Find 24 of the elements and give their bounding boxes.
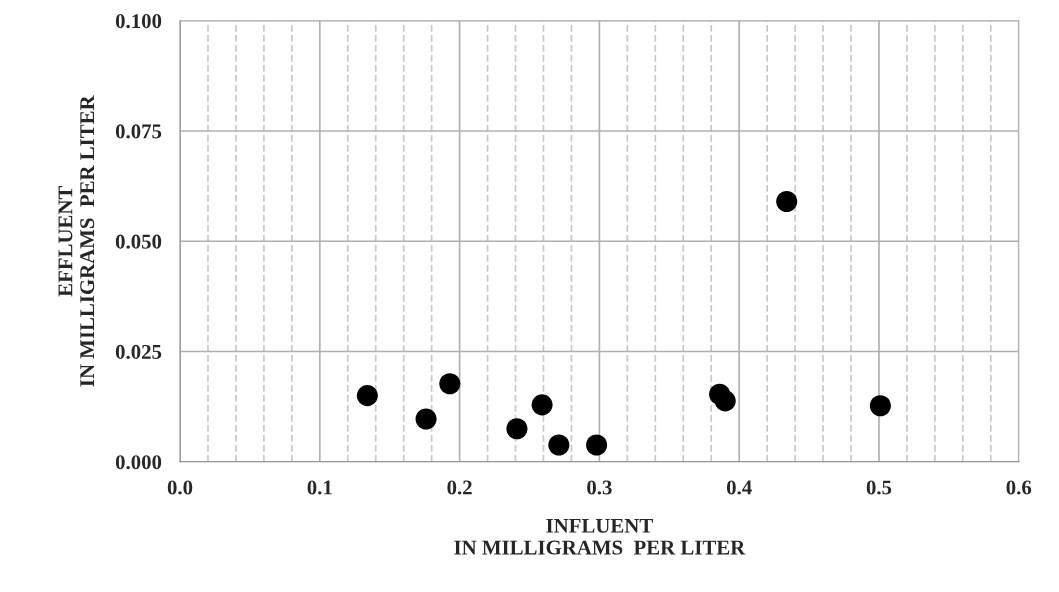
x-tick-label: 0.4 [726,480,752,495]
point [415,408,437,430]
x-tick-label: 0.5 [866,480,892,495]
point [439,373,461,395]
y-tick-label: 0.000 [115,455,162,470]
point [531,394,553,416]
x-axis-title: INFLUENT IN MILLIGRAMS PER LITER [454,518,746,555]
point [356,385,378,407]
x-tick-label: 0.2 [447,480,472,495]
point [869,395,891,417]
y-tick-label: 0.025 [115,344,162,360]
point [714,390,736,412]
point [586,434,608,456]
y-axis-title: EFFLUENT IN MILLIGRAMS PER LITER [58,95,95,387]
x-tick-label: 0.1 [307,480,332,495]
y-tick-label: 0.050 [115,234,162,249]
x-tick-label: 0.6 [1006,480,1032,495]
x-tick-label: 0.0 [167,480,193,495]
point [548,434,570,456]
y-tick-label: 0.075 [115,124,162,139]
point [776,191,798,213]
point [506,418,528,440]
y-tick-label: 0.100 [115,14,162,29]
x-tick-label: 0.3 [587,480,612,495]
